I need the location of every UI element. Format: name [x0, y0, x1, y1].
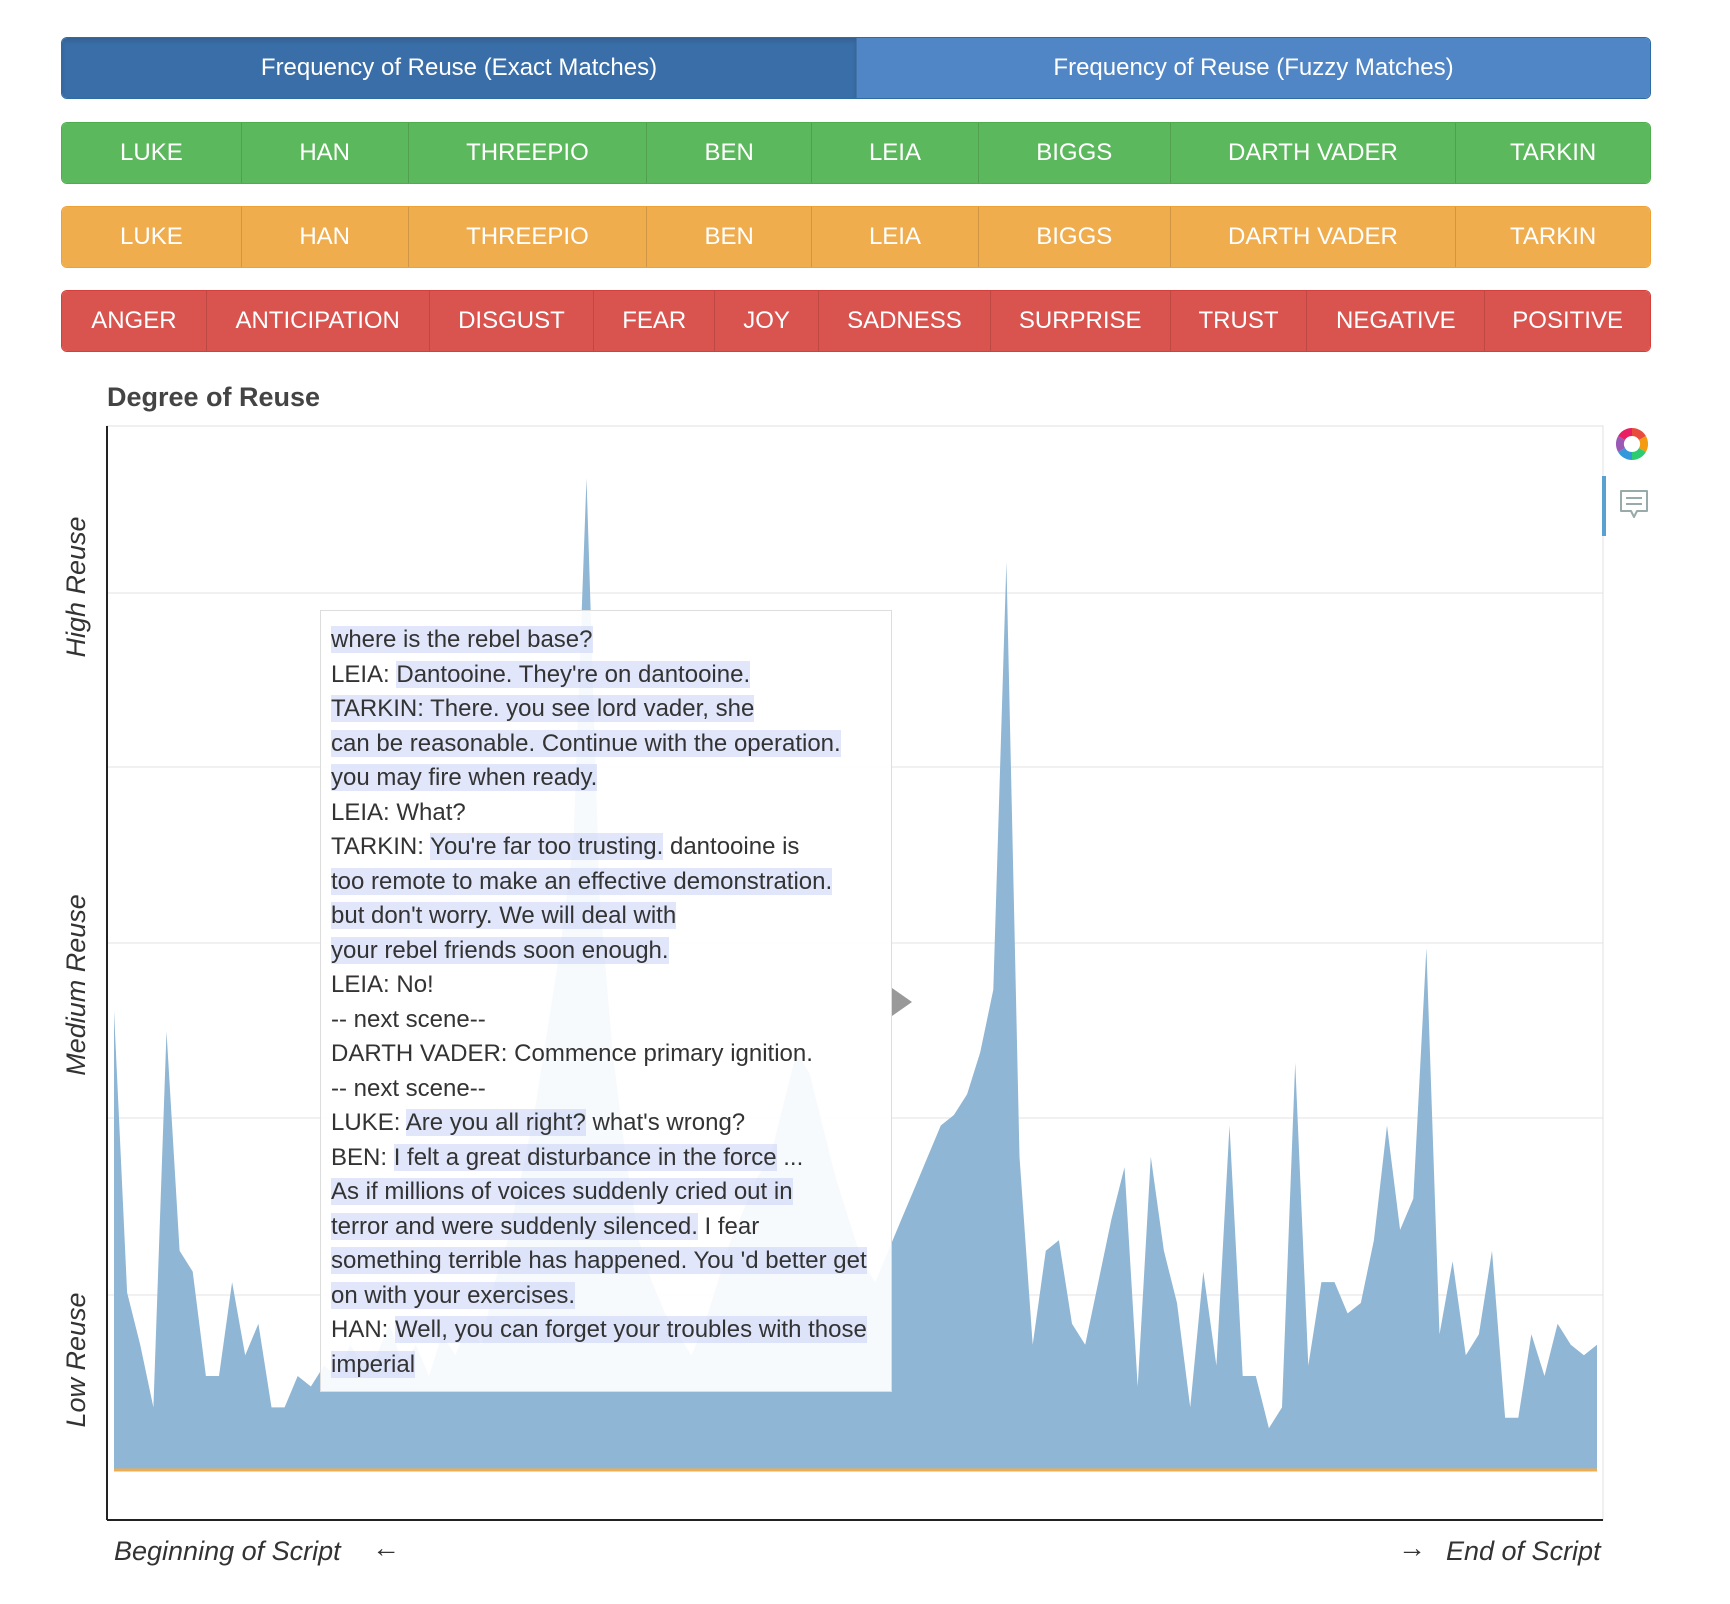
tooltip-line: BEN: I felt a great disturbance in the f…	[331, 1141, 881, 1176]
tooltip-text: DARTH VADER: Commence primary ignition.	[331, 1040, 813, 1067]
reuse-mode-tabs: Frequency of Reuse (Exact Matches) Frequ…	[61, 37, 1651, 99]
y-tick-label-medium: Medium Reuse	[61, 894, 91, 1076]
tooltip-line: too remote to make an effective demonstr…	[331, 865, 881, 900]
char-orange-ben-button[interactable]: BEN	[646, 207, 812, 267]
y-tick-label-high: High Reuse	[61, 516, 91, 657]
tooltip-caret	[892, 988, 912, 1016]
tooltip-line: LEIA: Dantooine. They're on dantooine.	[331, 658, 881, 693]
highlighted-text: You're far too trusting.	[430, 833, 664, 860]
emotion-surprise-button[interactable]: SURPRISE	[989, 291, 1170, 351]
char-orange-han-button[interactable]: HAN	[240, 207, 408, 267]
tooltip-line: your rebel friends soon enough.	[331, 934, 881, 969]
side-indicator	[1602, 476, 1606, 536]
tooltip-line: can be reasonable. Continue with the ope…	[331, 727, 881, 762]
highlighted-text: terror and were suddenly silenced.	[331, 1212, 698, 1240]
emotion-joy-button[interactable]: JOY	[714, 291, 819, 351]
char-green-darth-vader-button[interactable]: DARTH VADER	[1169, 123, 1456, 183]
highlighted-text: you may fire when ready.	[331, 764, 598, 791]
tooltip-line: LUKE: Are you all right? what's wrong?	[331, 1106, 881, 1141]
x-tick-label-start: Beginning of Script	[114, 1536, 341, 1566]
tooltip-text: -- next scene--	[331, 1074, 486, 1102]
highlighted-text: TARKIN: There. you see lord vader, she	[331, 695, 755, 722]
tooltip-line: but don't worry. We will deal with	[331, 899, 881, 934]
char-orange-leia-button[interactable]: LEIA	[811, 207, 978, 267]
emotion-sadness-button[interactable]: SADNESS	[818, 291, 990, 351]
highlighted-text: Well, you can forget your troubles with …	[395, 1316, 867, 1343]
highlighted-text: where is the rebel base?	[331, 626, 593, 653]
left-arrow-icon: ←	[372, 1532, 400, 1563]
tooltip-text: TARKIN:	[331, 833, 431, 860]
char-orange-threepio-button[interactable]: THREEPIO	[407, 207, 647, 267]
chart-title: Degree of Reuse	[107, 382, 321, 412]
highlighted-text: As if millions of voices suddenly cried …	[331, 1178, 793, 1205]
tooltip-line: TARKIN: There. you see lord vader, she	[331, 692, 881, 727]
tooltip-line: As if millions of voices suddenly cried …	[331, 1175, 881, 1210]
tooltip-text: I fear	[697, 1212, 760, 1240]
highlighted-text: your rebel friends soon enough.	[331, 936, 669, 964]
tooltip-line: on with your exercises.	[331, 1279, 881, 1314]
emotion-filter-row: ANGER ANTICIPATION DISGUST FEAR JOY SADN…	[61, 290, 1651, 352]
tooltip-line: you may fire when ready.	[331, 761, 881, 796]
char-orange-biggs-button[interactable]: BIGGS	[977, 207, 1170, 267]
y-tick-label-low: Low Reuse	[61, 1292, 91, 1427]
highlighted-text: I felt a great disturbance in the force	[393, 1143, 777, 1171]
emotion-anticipation-button[interactable]: ANTICIPATION	[205, 291, 429, 351]
char-green-threepio-button[interactable]: THREEPIO	[407, 123, 647, 183]
highlighted-text: Are you all right?	[405, 1109, 586, 1136]
tooltip-line: imperial	[331, 1348, 881, 1383]
tooltip-text: ...	[776, 1143, 804, 1171]
tooltip-text: LEIA: What?	[331, 798, 466, 826]
tooltip-line: LEIA: No!	[331, 968, 881, 1003]
tooltip-text: LUKE:	[331, 1109, 406, 1136]
tooltip-text: LEIA: No!	[331, 971, 434, 998]
tooltip-text: HAN:	[331, 1316, 396, 1343]
reuse-area-series[interactable]	[114, 478, 1597, 1470]
character-filter-row-orange: LUKE HAN THREEPIO BEN LEIA BIGGS DARTH V…	[61, 206, 1651, 268]
tooltip-line: LEIA: What?	[331, 796, 881, 831]
tooltip-line: something terrible has happened. You 'd …	[331, 1244, 881, 1279]
tooltip-line: DARTH VADER: Commence primary ignition.	[331, 1037, 881, 1072]
char-orange-luke-button[interactable]: LUKE	[62, 207, 241, 267]
fuzzy-matches-tab[interactable]: Frequency of Reuse (Fuzzy Matches)	[856, 38, 1650, 98]
tooltip-line: where is the rebel base?	[331, 623, 881, 658]
highlighted-text: but don't worry. We will deal with	[331, 902, 677, 929]
highlighted-text: Dantooine. They're on dantooine.	[396, 660, 751, 688]
char-green-ben-button[interactable]: BEN	[646, 123, 812, 183]
emotion-anger-button[interactable]: ANGER	[62, 291, 206, 351]
tooltip-text: what's wrong?	[585, 1109, 746, 1136]
tooltip-line: terror and were suddenly silenced. I fea…	[331, 1210, 881, 1245]
tooltip-text: LEIA:	[331, 660, 397, 688]
char-green-tarkin-button[interactable]: TARKIN	[1455, 123, 1650, 183]
char-green-luke-button[interactable]: LUKE	[62, 123, 241, 183]
character-filter-row-green: LUKE HAN THREEPIO BEN LEIA BIGGS DARTH V…	[61, 122, 1651, 184]
exact-matches-tab[interactable]: Frequency of Reuse (Exact Matches)	[62, 38, 856, 98]
emotion-fear-button[interactable]: FEAR	[593, 291, 715, 351]
tooltip-line: -- next scene--	[331, 1072, 881, 1107]
script-excerpt-tooltip: where is the rebel base? LEIA: Dantooine.…	[320, 610, 892, 1392]
emotion-disgust-button[interactable]: DISGUST	[428, 291, 594, 351]
highlighted-text: too remote to make an effective demonstr…	[331, 867, 833, 895]
tooltip-text: -- next scene--	[331, 1005, 486, 1033]
tooltip-line: TARKIN: You're far too trusting. dantooi…	[331, 830, 881, 865]
highlighted-text: something terrible has happened. You 'd …	[331, 1247, 867, 1274]
color-wheel-icon[interactable]	[1612, 424, 1652, 464]
right-arrow-icon: →	[1398, 1532, 1426, 1563]
emotion-negative-button[interactable]: NEGATIVE	[1306, 291, 1485, 351]
x-tick-label-end: End of Script	[1446, 1536, 1601, 1566]
char-orange-darth-vader-button[interactable]: DARTH VADER	[1169, 207, 1456, 267]
highlighted-text: can be reasonable. Continue with the ope…	[331, 729, 841, 757]
emotion-positive-button[interactable]: POSITIVE	[1484, 291, 1650, 351]
highlighted-text: imperial	[331, 1350, 416, 1378]
highlighted-text: on with your exercises.	[331, 1281, 576, 1309]
tooltip-line: HAN: Well, you can forget your troubles …	[331, 1313, 881, 1348]
char-green-biggs-button[interactable]: BIGGS	[977, 123, 1170, 183]
char-orange-tarkin-button[interactable]: TARKIN	[1455, 207, 1650, 267]
tooltip-text: BEN:	[331, 1143, 394, 1171]
comment-icon[interactable]	[1618, 488, 1650, 522]
char-green-han-button[interactable]: HAN	[240, 123, 408, 183]
emotion-trust-button[interactable]: TRUST	[1169, 291, 1307, 351]
tooltip-text: dantooine is	[663, 833, 800, 860]
char-green-leia-button[interactable]: LEIA	[811, 123, 978, 183]
tooltip-line: -- next scene--	[331, 1003, 881, 1038]
